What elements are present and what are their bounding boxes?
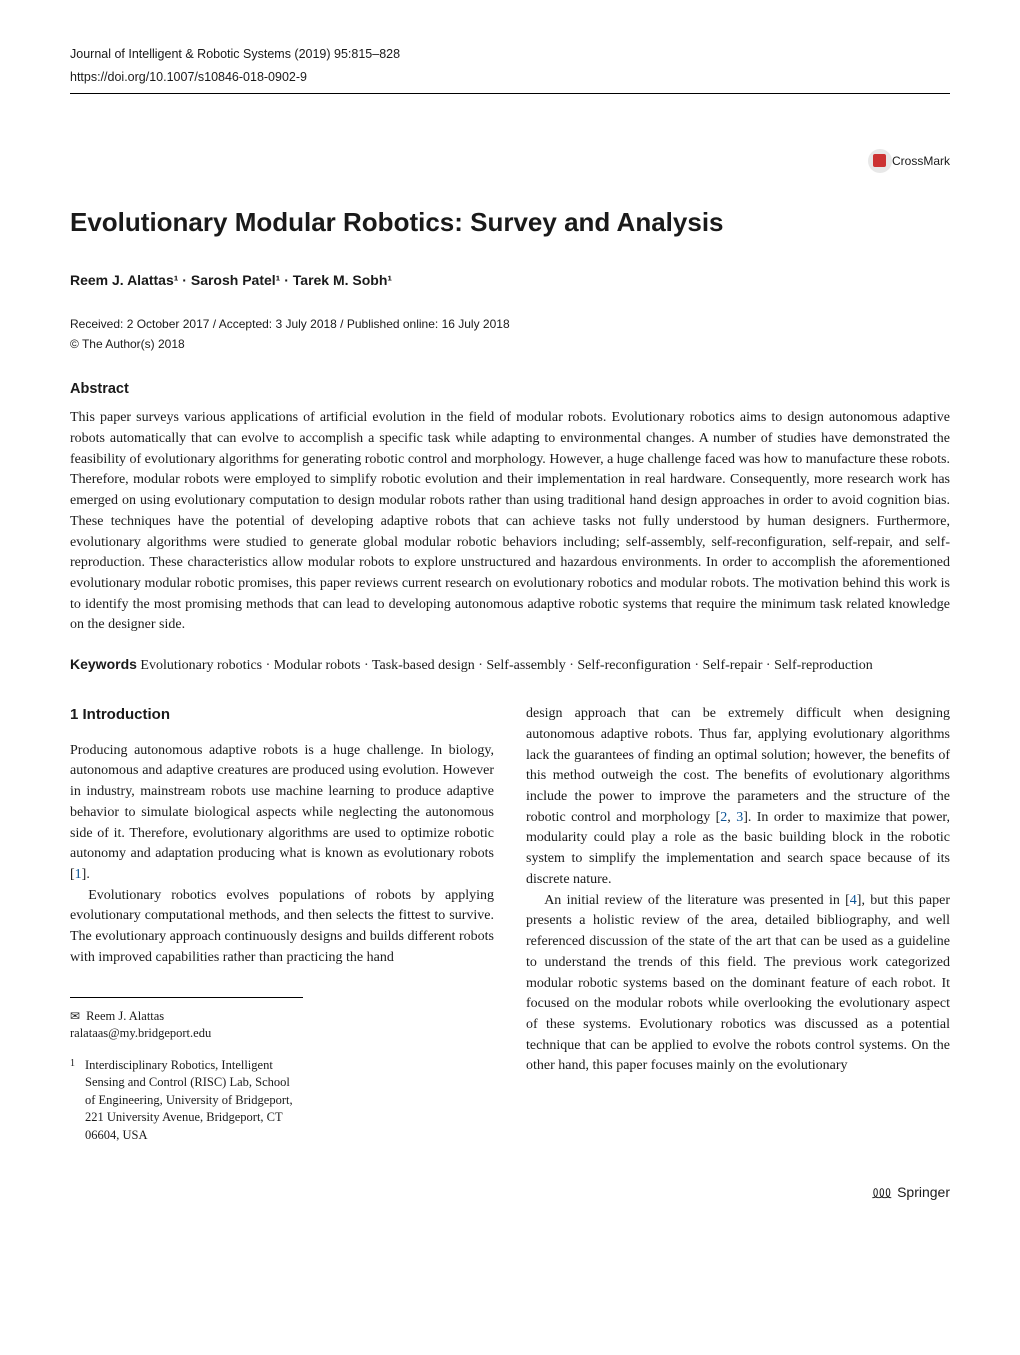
author-names: Reem J. Alattas¹ · Sarosh Patel¹ · Tarek… [70,272,392,288]
crossmark-label: CrossMark [892,149,950,173]
keywords-block: Keywords Evolutionary robotics · Modular… [70,654,950,676]
copyright-line: © The Author(s) 2018 [70,335,950,353]
citation-4[interactable]: 4 [850,893,857,908]
publication-dates: Received: 2 October 2017 / Accepted: 3 J… [70,315,950,333]
corr-author-email: ralataas@my.bridgeport.edu [70,1025,303,1043]
keywords-label: Keywords [70,656,137,672]
affiliation-number: 1 [70,1057,75,1145]
affiliation-text: Interdisciplinary Robotics, Intelligent … [85,1057,303,1145]
affiliation: 1 Interdisciplinary Robotics, Intelligen… [70,1057,303,1145]
page-header: Journal of Intelligent & Robotic Systems… [70,45,950,64]
springer-icon: ⅏ [873,1179,892,1206]
citation-1[interactable]: 1 [75,867,82,882]
intro-para-1-cont: design approach that can be extremely di… [526,704,950,890]
right-column: design approach that can be extremely di… [526,704,950,1144]
left-column: 1 Introduction Producing autonomous adap… [70,704,494,1144]
keywords-list: Evolutionary robotics · Modular robots ·… [140,658,872,673]
header-rule [70,93,950,94]
crossmark-icon [868,149,892,173]
intro-para-3: An initial review of the literature was … [526,891,950,1077]
body-columns: 1 Introduction Producing autonomous adap… [70,704,950,1144]
crossmark-badge[interactable]: CrossMark [70,149,950,173]
journal-line: Journal of Intelligent & Robotic Systems… [70,45,400,64]
intro-para-1: Producing autonomous adaptive robots is … [70,741,494,886]
authors-line: Reem J. Alattas¹ · Sarosh Patel¹ · Tarek… [70,270,950,291]
doi-line: https://doi.org/10.1007/s10846-018-0902-… [70,68,950,87]
abstract-heading: Abstract [70,379,950,401]
paper-title: Evolutionary Modular Robotics: Survey an… [70,203,950,242]
abstract-text: This paper surveys various applications … [70,408,950,636]
correspondence-block: ✉ Reem J. Alattas ralataas@my.bridgeport… [70,997,303,1145]
intro-heading: 1 Introduction [70,704,494,727]
envelope-icon: ✉ [70,1008,80,1025]
corr-author-name: Reem J. Alattas [86,1008,164,1026]
publisher-name: Springer [897,1182,950,1203]
intro-para-2: Evolutionary robotics evolves population… [70,886,494,969]
page-footer: ⅏ Springer [70,1179,950,1206]
corresponding-author: ✉ Reem J. Alattas [70,1008,303,1026]
